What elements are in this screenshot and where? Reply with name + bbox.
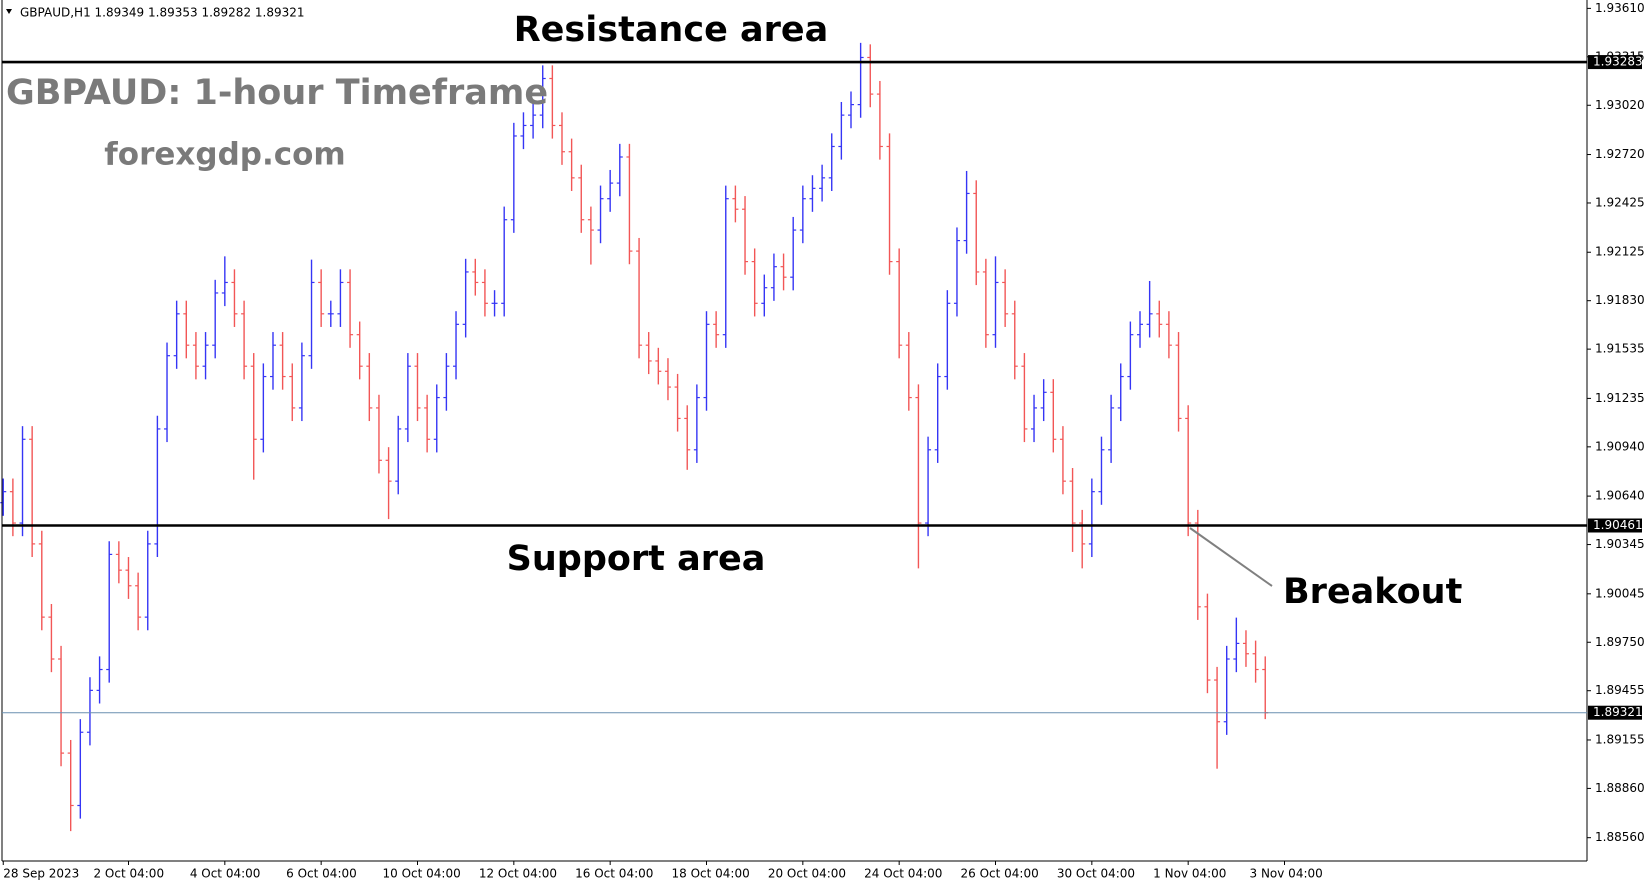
header-value: 1.89282 [201, 5, 251, 19]
x-tick-label: 12 Oct 04:00 [479, 867, 557, 881]
price-tag [1588, 518, 1642, 533]
y-tick-label: 1.88860 [1595, 781, 1645, 795]
chart-header: GBPAUD,H1 1.89349 1.89353 1.89282 1.8932… [20, 5, 305, 19]
y-tick-label: 1.91235 [1595, 391, 1645, 405]
y-tick-label: 1.89750 [1595, 635, 1645, 649]
x-tick-label: 30 Oct 04:00 [1057, 867, 1135, 881]
price-tag-label: 1.89321 [1593, 705, 1643, 719]
y-tick-label: 1.90940 [1595, 439, 1645, 453]
price-tag [1588, 705, 1642, 720]
x-tick-label: 6 Oct 04:00 [286, 867, 357, 881]
y-tick-label: 1.89155 [1595, 732, 1645, 746]
symbol: GBPAUD,H1 [20, 5, 91, 19]
support-label: Support area [507, 539, 766, 579]
price-tag-label: 1.90461 [1593, 518, 1643, 532]
x-tick-label: 1 Nov 04:00 [1153, 867, 1226, 881]
x-tick-label: 2 Oct 04:00 [93, 867, 164, 881]
y-tick-label: 1.92720 [1595, 147, 1645, 161]
x-tick-label: 18 Oct 04:00 [671, 867, 749, 881]
x-tick-label: 26 Oct 04:00 [961, 867, 1039, 881]
site-label: forexgdp.com [104, 137, 345, 173]
y-tick-label: 1.89455 [1595, 683, 1645, 697]
resistance-label: Resistance area [514, 10, 829, 50]
y-tick-label: 1.91830 [1595, 293, 1645, 307]
x-tick-label: 20 Oct 04:00 [768, 867, 846, 881]
y-tick-label: 1.93610 [1595, 1, 1645, 15]
y-tick-label: 1.92125 [1595, 245, 1645, 259]
header-value: 1.89353 [148, 5, 198, 19]
y-tick-label: 1.91535 [1595, 342, 1645, 356]
y-tick-label: 1.90640 [1595, 489, 1645, 503]
header-value: 1.89349 [95, 5, 145, 19]
header-value: 1.89321 [255, 5, 305, 19]
bars [0, 42, 1269, 832]
y-tick-label: 1.93020 [1595, 98, 1645, 112]
price-tag [1588, 55, 1642, 70]
x-tick-label: 28 Sep 2023 [3, 867, 79, 881]
header-arrow [6, 9, 12, 14]
y-tick-label: 1.88560 [1595, 830, 1645, 844]
breakout-label: Breakout [1283, 572, 1462, 612]
breakout-arrow [1189, 527, 1273, 587]
y-tick-label: 1.90345 [1595, 537, 1645, 551]
x-tick-label: 4 Oct 04:00 [190, 867, 261, 881]
y-tick-label: 1.90045 [1595, 586, 1645, 600]
x-tick-label: 16 Oct 04:00 [575, 867, 653, 881]
chart-title: GBPAUD: 1-hour Timeframe [6, 73, 548, 113]
x-tick-label: 10 Oct 04:00 [382, 867, 460, 881]
price-tag-label: 1.93283 [1593, 55, 1643, 69]
y-tick-label: 1.92425 [1595, 195, 1645, 209]
x-tick-label: 24 Oct 04:00 [864, 867, 942, 881]
x-tick-label: 3 Nov 04:00 [1250, 867, 1323, 881]
